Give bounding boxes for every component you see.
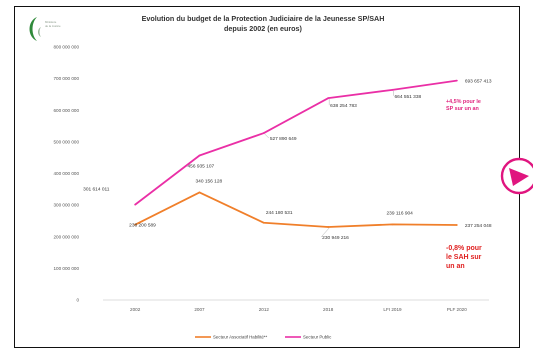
public-point xyxy=(391,88,394,91)
y-tick-label: 800 000 000 xyxy=(53,45,79,50)
label-leader-line xyxy=(264,133,269,139)
sah-note: -0,8% pour le SAH sur un an xyxy=(446,245,482,270)
sah-data-label: 340 156 128 xyxy=(196,178,223,184)
y-tick-label: 700 000 000 xyxy=(53,76,79,81)
chart-title-line2: depuis 2002 (en euros) xyxy=(224,24,302,33)
series-line-sah xyxy=(134,191,457,228)
budget-chart: Ministère de la Justice Evolution du bud… xyxy=(29,14,492,340)
public-data-label: 527 890 649 xyxy=(270,136,297,142)
logo-text-2: de la Justice xyxy=(45,24,61,28)
legend-label-sah: Secteur Associatif Habilité** xyxy=(213,335,267,340)
sah-point xyxy=(391,223,394,226)
public-note: +4,5% pour le SP sur un an xyxy=(446,99,481,112)
label-leader-line xyxy=(321,227,330,238)
x-tick-label: 2018 xyxy=(323,307,334,312)
next-slide-button[interactable] xyxy=(499,156,533,196)
legend-label-public: Secteur Public xyxy=(303,335,332,340)
series-layer xyxy=(134,79,458,228)
data-labels-layer: 238 200 589 340 156 128 244 180 531 230 949… xyxy=(83,79,492,241)
sah-data-label: 230 949 216 xyxy=(322,235,349,241)
x-tick-label: 2002 xyxy=(130,307,141,312)
chart-title-line1: Evolution du budget de la Protection Jud… xyxy=(142,14,385,23)
ministry-logo: Ministère de la Justice xyxy=(29,17,61,41)
public-data-label: 638 254 783 xyxy=(330,103,357,109)
y-axis-ticks: 0 100 000 000 200 000 000 300 000 000 400 00… xyxy=(53,45,79,303)
public-note-line2: SP sur un an xyxy=(446,106,479,112)
y-tick-label: 100 000 000 xyxy=(53,266,79,271)
public-point xyxy=(262,132,265,134)
x-tick-label: PLF 2020 xyxy=(447,307,467,312)
y-tick-label: 200 000 000 xyxy=(53,234,79,239)
sah-note-line2: le SAH sur xyxy=(446,254,482,261)
y-tick-label: 300 000 000 xyxy=(53,203,79,208)
sah-point xyxy=(262,221,265,224)
logo-leaf-icon xyxy=(29,17,37,41)
sah-note-line1: -0,8% pour xyxy=(446,245,482,252)
public-data-label: 664 551 338 xyxy=(395,94,422,100)
public-note-line1: +4,5% pour le xyxy=(446,99,481,105)
sah-point xyxy=(134,223,137,226)
legend: Secteur Associatif Habilité** Secteur Pu… xyxy=(195,335,332,340)
sah-point xyxy=(198,191,201,194)
y-tick-label: 600 000 000 xyxy=(53,108,79,113)
x-tick-label: 2007 xyxy=(194,307,205,312)
y-tick-label: 500 000 000 xyxy=(53,139,79,144)
sah-note-line3: un an xyxy=(446,263,465,270)
series-line-public xyxy=(134,79,457,206)
logo-text-1: Ministère xyxy=(45,20,57,24)
public-point xyxy=(327,97,330,100)
sah-data-label: 237 254 048 xyxy=(465,223,492,229)
slide-frame: Ministère de la Justice Evolution du bud… xyxy=(14,6,520,348)
sah-data-label: 239 116 904 xyxy=(387,210,414,216)
x-axis-ticks: 2002 2007 2012 2018 LFI 2019 PLF 2020 xyxy=(130,307,467,312)
y-tick-label: 400 000 000 xyxy=(53,171,79,176)
logo-leaf-small-icon xyxy=(38,27,41,37)
public-point xyxy=(455,79,458,82)
x-tick-label: 2012 xyxy=(259,307,270,312)
public-point xyxy=(134,203,137,206)
play-arrow-icon xyxy=(509,168,529,186)
y-tick-label: 0 xyxy=(76,298,79,303)
sah-point xyxy=(455,224,458,226)
sah-point xyxy=(327,226,330,228)
public-data-label: 456 935 107 xyxy=(188,163,215,169)
sah-data-label: 238 200 589 xyxy=(129,223,156,229)
public-data-label: 301 614 011 xyxy=(83,187,110,193)
public-data-label: 693 657 413 xyxy=(465,79,492,85)
sah-data-label: 244 180 531 xyxy=(266,210,293,216)
x-tick-label: LFI 2019 xyxy=(383,307,402,312)
public-point xyxy=(198,154,201,157)
